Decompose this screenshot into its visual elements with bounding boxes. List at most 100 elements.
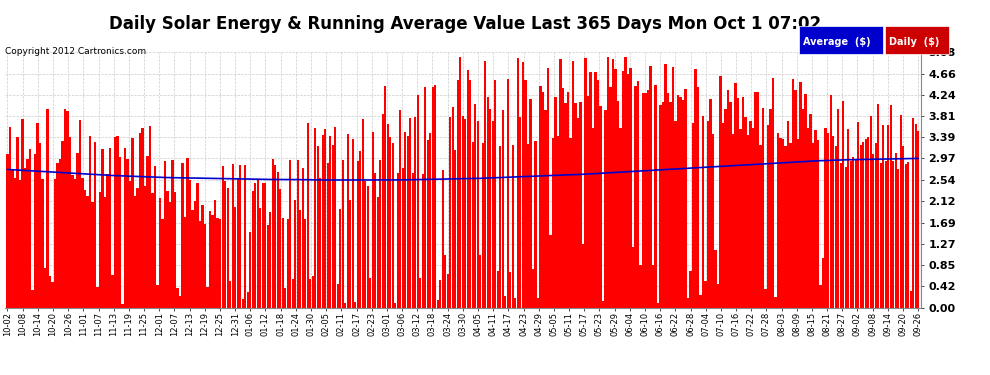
Bar <box>234 207 237 308</box>
Bar <box>754 92 756 308</box>
Bar <box>371 132 374 308</box>
Bar <box>71 176 73 308</box>
Bar <box>749 121 751 308</box>
Bar <box>532 269 534 308</box>
Bar <box>587 96 589 308</box>
Bar <box>707 121 709 308</box>
Bar <box>746 135 749 308</box>
Bar <box>56 162 58 308</box>
Bar <box>720 76 722 308</box>
Bar <box>207 286 209 308</box>
Bar <box>644 93 646 308</box>
Bar <box>825 128 827 308</box>
Bar <box>44 268 47 308</box>
Bar <box>274 165 276 308</box>
Bar <box>849 162 851 308</box>
Bar <box>154 166 156 308</box>
Bar <box>222 165 224 308</box>
Bar <box>537 298 539 307</box>
Bar <box>276 172 279 308</box>
Bar <box>334 127 337 308</box>
Bar <box>417 95 419 308</box>
Bar <box>440 280 442 308</box>
Bar <box>507 79 509 308</box>
Bar <box>772 78 774 308</box>
Bar <box>49 276 51 308</box>
Bar <box>456 80 459 308</box>
Bar <box>567 92 569 308</box>
Bar <box>364 182 366 308</box>
Bar <box>469 80 471 308</box>
Bar <box>202 205 204 308</box>
Bar <box>374 173 376 308</box>
Bar <box>649 66 651 308</box>
Bar <box>81 178 83 308</box>
Bar <box>699 295 702 307</box>
Text: Daily Solar Energy & Running Average Value Last 365 Days Mon Oct 1 07:02: Daily Solar Energy & Running Average Val… <box>109 15 822 33</box>
Bar <box>599 106 602 307</box>
Bar <box>459 57 461 308</box>
Bar <box>677 95 679 308</box>
Bar <box>802 109 804 308</box>
Bar <box>217 217 219 308</box>
Bar <box>594 72 597 308</box>
Bar <box>461 116 464 308</box>
Bar <box>640 266 642 308</box>
Bar <box>882 125 884 308</box>
Bar <box>402 168 404 308</box>
Bar <box>156 285 158 308</box>
Bar <box>725 109 727 308</box>
Bar <box>890 105 892 308</box>
Bar <box>37 123 39 308</box>
Bar <box>242 299 244 307</box>
Bar <box>76 153 78 308</box>
Bar <box>122 304 124 307</box>
Bar <box>144 186 147 308</box>
Bar <box>39 143 42 308</box>
Bar <box>342 160 344 308</box>
Bar <box>229 281 232 308</box>
Bar <box>227 188 229 308</box>
Bar <box>484 61 486 308</box>
Bar <box>346 134 348 308</box>
Bar <box>759 146 761 308</box>
Bar <box>817 140 820 308</box>
Bar <box>895 153 897 308</box>
Bar <box>437 300 439 307</box>
Bar <box>692 123 694 308</box>
Bar <box>530 99 532 308</box>
Bar <box>66 111 68 308</box>
Bar <box>572 61 574 308</box>
Bar <box>42 178 44 308</box>
Bar <box>324 129 327 308</box>
Bar <box>151 193 153 308</box>
Bar <box>902 146 904 308</box>
Bar <box>139 133 142 308</box>
Bar <box>114 137 116 308</box>
Bar <box>29 150 31 308</box>
Bar <box>504 296 507 307</box>
Bar <box>805 94 807 308</box>
Bar <box>34 154 36 308</box>
Bar <box>322 135 324 308</box>
Bar <box>525 80 527 308</box>
Bar <box>129 181 132 308</box>
Bar <box>900 114 902 308</box>
Bar <box>792 79 794 308</box>
Bar <box>654 85 656 308</box>
Bar <box>492 120 494 308</box>
Bar <box>697 87 699 308</box>
Bar <box>454 150 456 308</box>
Bar <box>449 117 451 308</box>
Bar <box>474 104 476 308</box>
Bar <box>174 192 176 308</box>
Bar <box>609 87 612 308</box>
Bar <box>329 136 332 308</box>
Bar <box>584 58 586 308</box>
Bar <box>869 116 872 308</box>
Bar <box>549 235 551 308</box>
Bar <box>404 132 407 308</box>
Bar <box>53 179 56 308</box>
Bar <box>669 102 671 308</box>
Bar <box>687 298 689 307</box>
